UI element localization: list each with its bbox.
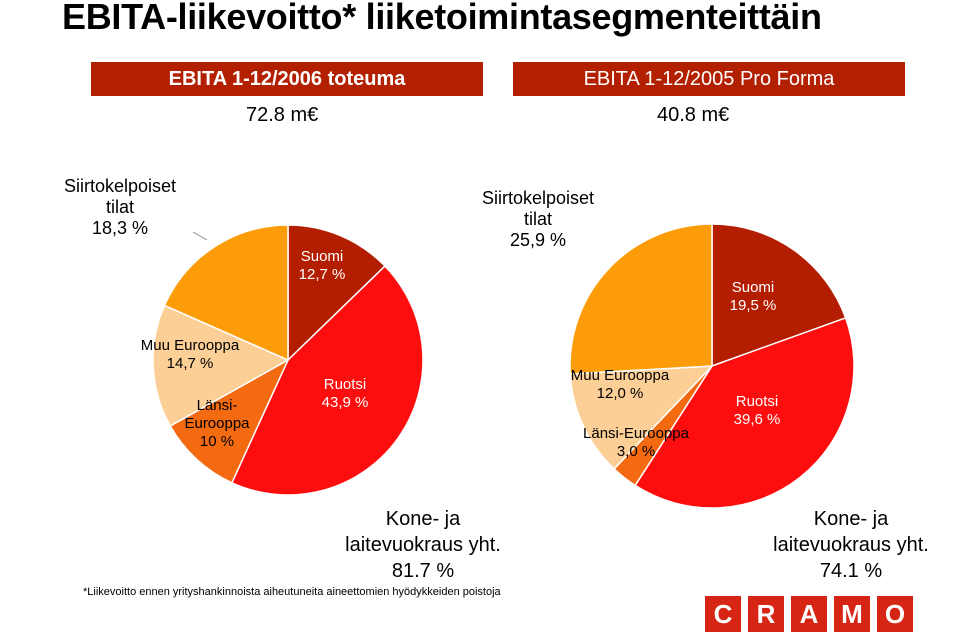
pie-slice-muu-eurooppa xyxy=(569,365,714,470)
pie-slice-siirtokelpoiset-tilat xyxy=(163,224,289,362)
slice-label-line: Länsi- xyxy=(197,397,238,414)
slice-label: Suomi 12,7 % xyxy=(299,248,346,283)
footnote: *Liikevoitto ennen yrityshankinnoista ai… xyxy=(83,586,501,598)
logo-letter: C xyxy=(705,596,741,632)
slice-label-line: 3,0 % xyxy=(617,443,655,460)
pie-slice-suomi xyxy=(711,223,847,368)
header-2006-value: 72.8 m€ xyxy=(246,104,319,126)
total-2006-line-3: 81.7 % xyxy=(391,560,455,582)
slice-label-line: Ruotsi xyxy=(324,376,367,393)
total-2006-line-2: laitevuokraus yht. xyxy=(345,534,501,556)
header-2005-value: 40.8 m€ xyxy=(657,104,730,126)
cramo-logo: C R A M O xyxy=(705,596,913,632)
slice-label-line: 10 % xyxy=(200,433,234,450)
slice-label-line: Eurooppa xyxy=(184,415,250,432)
total-2005-line-1: Kone- ja xyxy=(813,508,889,530)
slice-label: Suomi 19,5 % xyxy=(730,279,777,314)
total-2006-line-1: Kone- ja xyxy=(385,508,461,530)
slice-label-line: Länsi-Eurooppa xyxy=(583,425,690,442)
total-2005-line-3: 74.1 % xyxy=(819,560,883,582)
slice-label-line: Siirtokelpoiset xyxy=(482,188,594,208)
slice-label-line: Muu Eurooppa xyxy=(141,337,240,354)
pie-slice-ruotsi xyxy=(230,264,424,496)
slice-label-line: tilat xyxy=(524,209,552,229)
logo-letter: A xyxy=(791,596,827,632)
pie-chart-2006: Suomi 12,7 % Ruotsi 43,9 % Länsi-Eurooppa 10 … xyxy=(64,176,424,496)
slice-label: Länsi-Eurooppa 3,0 % xyxy=(583,425,690,460)
slice-label-line: Siirtokelpoiset xyxy=(64,176,176,196)
slice-label: Länsi-Eurooppa 10 % xyxy=(184,397,250,450)
slice-label-line: Muu Eurooppa xyxy=(571,367,670,384)
total-2005-line-2: laitevuokraus yht. xyxy=(773,534,929,556)
pie-slice-suomi xyxy=(287,224,387,362)
logo-letter: R xyxy=(748,596,784,632)
pie-slice-siirtokelpoiset-tilat xyxy=(569,223,713,375)
slice-label-line: 25,9 % xyxy=(510,230,566,250)
logo-letter: M xyxy=(834,596,870,632)
slice-label: Siirtokelpoiset tilat 18,3 % xyxy=(64,176,176,238)
slice-label-line: 12,7 % xyxy=(299,266,346,283)
slice-label-line: 39,6 % xyxy=(734,411,781,428)
header-2006-label: EBITA 1-12/2006 toteuma xyxy=(91,62,483,96)
total-2006: Kone- ja laitevuokraus yht. 81.7 % xyxy=(318,506,528,584)
slice-label-line: Suomi xyxy=(301,248,344,265)
slice-label: Siirtokelpoiset tilat 25,9 % xyxy=(482,188,594,250)
total-2005: Kone- ja laitevuokraus yht. 74.1 % xyxy=(746,506,956,584)
slice-label-line: tilat xyxy=(106,197,134,217)
slice-label: Ruotsi 43,9 % xyxy=(322,376,369,411)
slice-label: Ruotsi 39,6 % xyxy=(734,393,781,428)
pie-slice-ruotsi xyxy=(634,316,855,509)
slice-label-line: 12,0 % xyxy=(597,385,644,402)
header-2005-label: EBITA 1-12/2005 Pro Forma xyxy=(513,62,905,96)
slice-label-line: 19,5 % xyxy=(730,297,777,314)
slice-label: Muu Eurooppa 12,0 % xyxy=(571,367,670,402)
slice-label-line: 43,9 % xyxy=(322,394,369,411)
pie-slice-muu-eurooppa xyxy=(152,304,290,428)
slice-label: Muu Eurooppa 14,7 % xyxy=(141,337,240,372)
pie-slice-länsi-eurooppa xyxy=(169,358,290,484)
leader-line xyxy=(192,231,208,241)
page-title: EBITA-liikevoitto* liiketoimintasegmente… xyxy=(62,0,822,37)
logo-letter: O xyxy=(877,596,913,632)
slice-label-line: Suomi xyxy=(732,279,775,296)
slice-label-line: 14,7 % xyxy=(167,355,214,372)
pie-chart-2005: Suomi 19,5 % Ruotsi 39,6 % Länsi-Eurooppa 3,0… xyxy=(482,188,855,509)
slice-label-line: 18,3 % xyxy=(92,218,148,238)
slice-label-line: Ruotsi xyxy=(736,393,779,410)
